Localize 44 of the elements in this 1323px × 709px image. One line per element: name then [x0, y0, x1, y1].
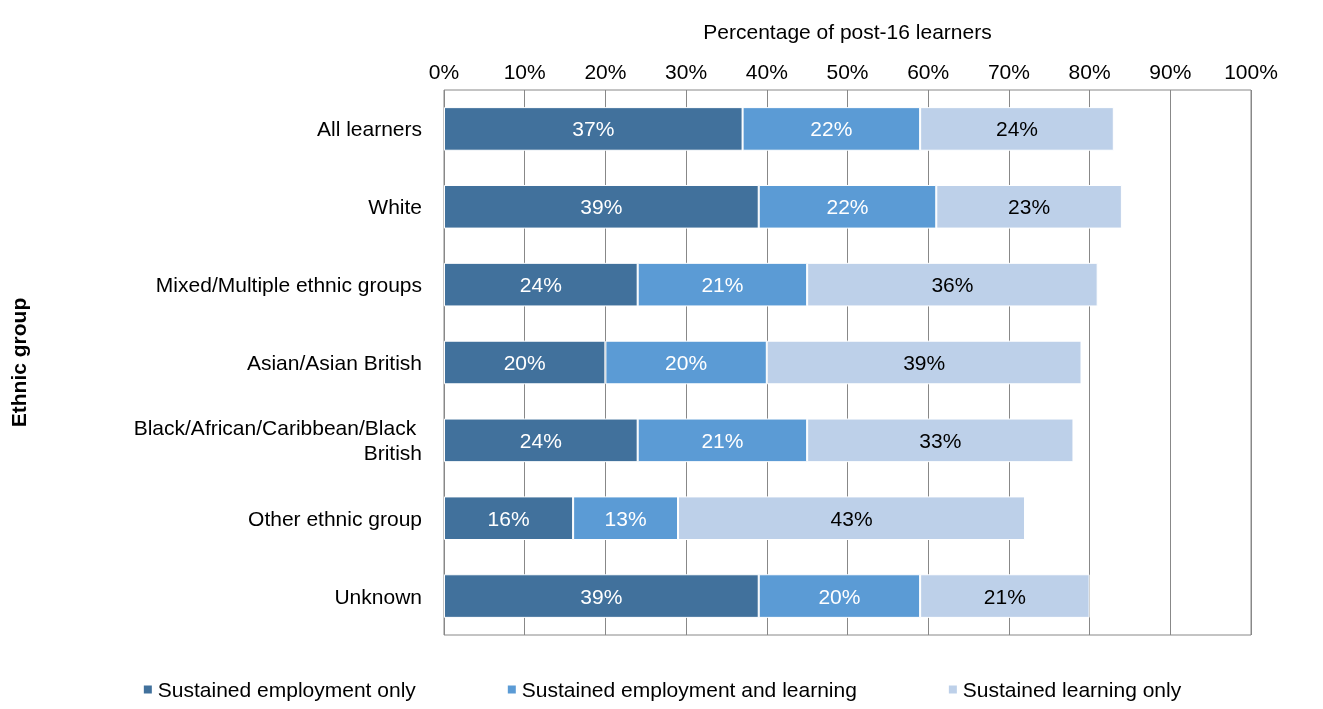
- x-tick-label: 90%: [1149, 60, 1192, 83]
- y-tick-label: White: [368, 195, 422, 219]
- y-axis-title: Ethnic group: [7, 297, 30, 428]
- data-label: 21%: [701, 428, 744, 452]
- data-label: 24%: [519, 428, 562, 452]
- data-label: 39%: [903, 351, 946, 374]
- x-tick-label: 50%: [826, 60, 869, 83]
- x-tick-label: 70%: [987, 60, 1030, 83]
- data-label: 24%: [995, 117, 1038, 141]
- legend-label: Sustained employment only: [157, 678, 417, 701]
- data-label: 39%: [580, 195, 623, 219]
- data-label: 22%: [810, 117, 853, 141]
- y-tick-label: Other ethnic group: [248, 506, 422, 530]
- data-label: 13%: [604, 506, 647, 530]
- y-tick-label: Asian/Asian British: [246, 351, 422, 374]
- y-tick-label: Unknown: [334, 584, 422, 608]
- x-tick-label: 10%: [503, 60, 546, 83]
- legend-label: Sustained employment and learning: [521, 678, 857, 701]
- x-tick-label: 60%: [907, 60, 950, 83]
- data-label: 16%: [487, 506, 530, 530]
- y-tick-label: Black/African/Caribbean/Black British: [133, 416, 422, 465]
- data-label: 20%: [818, 584, 861, 608]
- x-tick-label: 40%: [745, 60, 788, 83]
- x-tick-label: 80%: [1068, 60, 1111, 83]
- y-tick-label: All learners: [316, 117, 422, 141]
- y-tick-label: Mixed/Multiple ethnic groups: [155, 273, 422, 297]
- data-label: 24%: [519, 273, 562, 297]
- data-label: 22%: [826, 195, 869, 219]
- data-label: 39%: [580, 584, 623, 608]
- x-tick-label: 20%: [584, 60, 627, 83]
- data-label: 36%: [931, 273, 974, 297]
- x-tick-label: 30%: [665, 60, 708, 83]
- data-label: 21%: [701, 273, 744, 297]
- data-label: 23%: [1008, 195, 1051, 219]
- legend-label: Sustained learning only: [962, 678, 1182, 701]
- data-label: 33%: [919, 428, 962, 452]
- data-label: 20%: [665, 351, 708, 374]
- x-axis-title: Percentage of post-16 learners: [703, 20, 992, 43]
- data-label: 20%: [503, 351, 546, 374]
- data-label: 43%: [830, 506, 873, 530]
- x-tick-label: 100%: [1224, 60, 1278, 83]
- data-label: 37%: [572, 117, 615, 141]
- x-tick-label: 0%: [428, 60, 460, 83]
- data-label: 21%: [983, 584, 1026, 608]
